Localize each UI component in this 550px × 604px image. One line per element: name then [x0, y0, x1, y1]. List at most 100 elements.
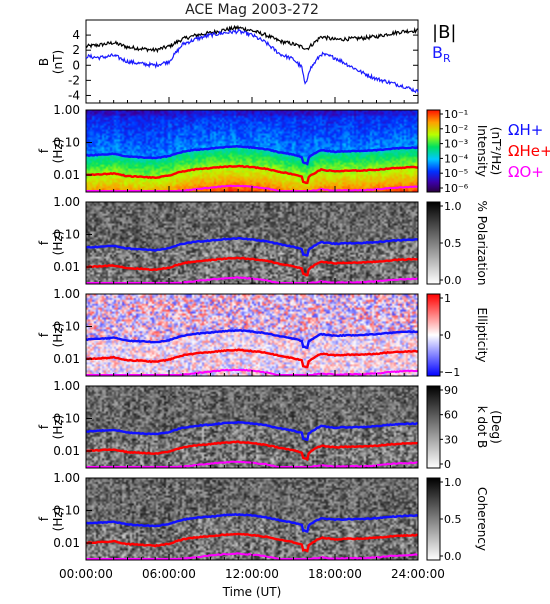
colorbar-tick-label: 0.0	[444, 274, 462, 287]
ytick-label: 1.00	[53, 471, 80, 485]
ytick-label: 0.01	[53, 536, 80, 550]
colorbar-coherency-label: Coherency	[475, 487, 489, 551]
panel-polarization-yunit: (Hz)	[51, 231, 65, 256]
panel-kdotb-ylabel: f	[37, 424, 51, 429]
colorbar-tick-label: 10⁻³	[444, 138, 468, 151]
legend-br: BR	[432, 43, 451, 65]
colorbar-tick-label: 10⁻⁵	[444, 167, 468, 180]
x-axis-label: Time (UT)	[222, 585, 282, 599]
colorbar-tick-label: 10⁻¹	[444, 108, 468, 121]
legend-o-plus: ΩO+	[508, 163, 544, 181]
panel-field-frame	[85, 19, 419, 104]
x-axis: 00:00:00 06:00:00 12:00:00 18:00:00 24:00:00	[59, 97, 445, 581]
colorbar-tick-label: 90	[444, 384, 458, 397]
panel-ellipticity: 1.00 0.10 0.01 f (Hz)	[37, 287, 419, 377]
colorbar-tick-label: 10⁻⁴	[444, 152, 469, 165]
panel-coherency-ylabel: f	[37, 516, 51, 521]
panel-intensity-ylabel: f	[37, 148, 51, 153]
colorbar-polarization-label: % Polarization	[475, 201, 489, 286]
panel-field-yunit: (nT)	[51, 50, 65, 74]
colorbar-tick-label: 0.5	[444, 237, 462, 250]
legend-h-plus: ΩH+	[508, 121, 543, 139]
colorbar-intensity-unit: (nT²/Hz)	[489, 127, 503, 175]
gyro-line-he-plus	[85, 256, 418, 277]
colorbar-polarization	[426, 201, 441, 285]
spectrogram-panels: 1.000.100.01f (Hz)1.000.100.01f (Hz)1.000.…	[37, 103, 419, 561]
panel-intensity-yunit: (Hz)	[51, 139, 65, 164]
ytick-label: 0.01	[53, 260, 80, 274]
gyro-line-h-plus	[85, 144, 419, 166]
ytick-label: 1.00	[53, 379, 80, 393]
ytick-label: 0.10	[53, 504, 80, 518]
gyro-legend: ΩH+ ΩHe+ ΩO+	[508, 121, 550, 181]
ytick-label: 1.00	[53, 195, 80, 209]
ytick-label: 0.01	[53, 444, 80, 458]
panel-field-ylabel: B	[37, 58, 51, 66]
field-ytick-label: 4	[72, 28, 80, 42]
field-ytick-label: -2	[68, 73, 80, 87]
panel-kdotb-yunit: (Hz)	[51, 415, 65, 440]
ytick-label: 1.00	[53, 103, 80, 117]
panel-polarization-ylabel: f	[37, 240, 51, 245]
colorbar-kdotb-label: k dot B	[475, 406, 489, 448]
panel-field-yticks: 420-2-4	[68, 28, 418, 102]
gyro-line-h-plus	[85, 420, 419, 442]
colorbar-tick-label: −1	[444, 366, 460, 379]
panel-polarization: 1.00 0.10 0.01 f (Hz)	[37, 195, 419, 285]
panel-kdotb: 1.00 0.10 0.01 f (Hz)	[37, 379, 419, 469]
ytick-label: 0.10	[53, 320, 80, 334]
panel-coherency-yunit: (Hz)	[51, 507, 65, 532]
gyro-line-he-plus	[85, 348, 419, 369]
field-ytick-label: 0	[72, 58, 80, 72]
colorbar-tick-label: 30	[444, 433, 458, 446]
colorbar-tick-label: 10⁻⁶	[444, 182, 469, 195]
colorbar-ellipticity	[426, 293, 441, 377]
colorbar-kdotb-unit: (Deg)	[489, 410, 503, 444]
series-btot-line	[85, 24, 419, 54]
panel-intensity: 1.00 0.10 0.01 f (Hz)	[37, 103, 419, 193]
ytick-label: 0.10	[53, 136, 80, 150]
xtick-label: 18:00:00	[308, 567, 362, 581]
gyro-line-he-plus	[85, 164, 418, 185]
colorbar-tick-label: 1	[444, 292, 451, 305]
field-ytick-label: 2	[72, 43, 80, 57]
colorbar-tick-label: 10⁻²	[444, 123, 468, 136]
gyro-line-he-plus	[85, 440, 419, 462]
colorbar-intensity-label: Intensity	[475, 125, 489, 177]
chart-title: ACE Mag 2003-272	[185, 2, 319, 18]
gyro-line-h-plus	[85, 513, 419, 533]
ytick-label: 0.01	[53, 352, 80, 366]
colorbar-tick-label: 0.5	[444, 513, 462, 526]
xtick-label: 00:00:00	[59, 567, 113, 581]
colorbar-tick-label: 1.0	[444, 476, 462, 489]
colorbar-tick-label: 0	[444, 458, 451, 471]
legend-br-sub: R	[443, 52, 451, 65]
panel-coherency: 1.00 0.10 0.01 f (Hz)	[37, 471, 419, 561]
colorbar-coherency	[426, 477, 441, 561]
legend-br-main: B	[432, 43, 443, 62]
colorbar-tick-label: 60	[444, 409, 458, 422]
xtick-label: 06:00:00	[142, 567, 196, 581]
colorbar-tick-label: 1.0	[444, 200, 462, 213]
gyro-line-he-plus	[85, 532, 419, 553]
legend-btot: |B|	[432, 22, 456, 43]
ytick-label: 0.01	[53, 168, 80, 182]
colorbar-ellipticity-label: Ellipticity	[475, 308, 489, 363]
ytick-label: 0.10	[53, 228, 80, 242]
colorbar-intensity	[426, 109, 441, 193]
colorbar-tick-label: 0	[444, 329, 451, 342]
panel-ellipticity-yunit: (Hz)	[51, 323, 65, 348]
ytick-label: 1.00	[53, 287, 80, 301]
colorbar-tick-label: 0.0	[444, 550, 462, 563]
colorbar-kdotb	[426, 385, 441, 469]
gyro-line-h-plus	[85, 236, 419, 257]
field-ytick-label: -4	[68, 88, 80, 102]
gyro-line-h-plus	[85, 329, 418, 350]
ytick-label: 0.10	[53, 412, 80, 426]
colorbars: 10⁻¹ 10⁻² 10⁻³10⁻⁴ 10⁻⁵ 10⁻⁶ Intensity (nT²/Hz…	[426, 108, 503, 563]
xtick-label: 12:00:00	[225, 567, 279, 581]
panel-ellipticity-ylabel: f	[37, 332, 51, 337]
legend-he-plus: ΩHe+	[508, 142, 550, 160]
panel-field: 420-2-4 B (nT) |B| BR	[37, 19, 456, 104]
